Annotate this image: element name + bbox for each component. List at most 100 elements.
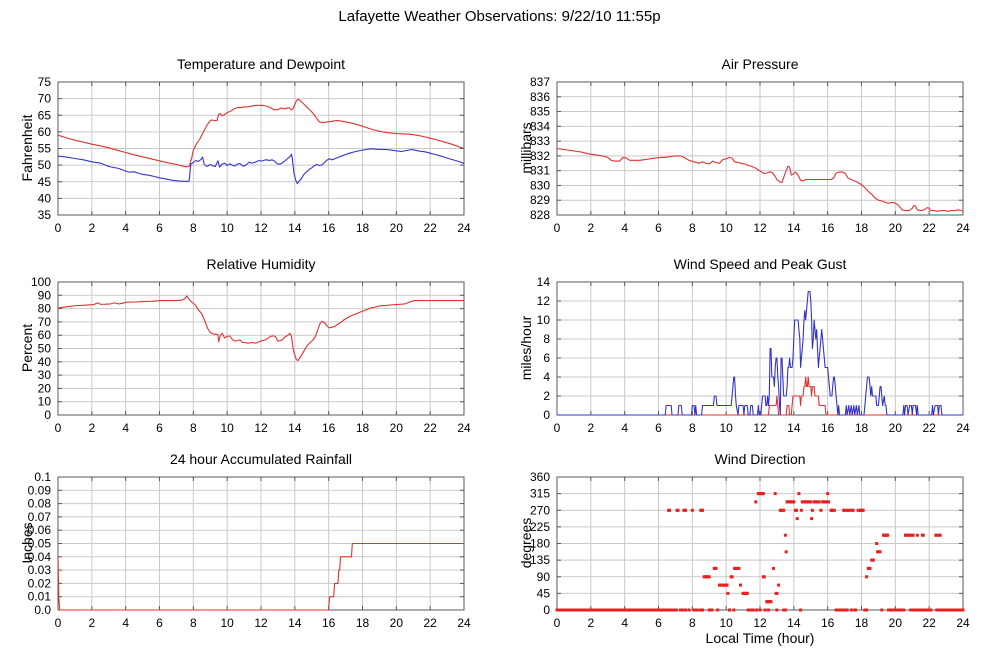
y-tick-label: 65 [38, 108, 52, 122]
direction-point [732, 608, 736, 612]
direction-point [692, 608, 696, 612]
x-tick-label: 4 [122, 221, 129, 235]
x-tick-label: 12 [753, 221, 767, 235]
direction-point [824, 500, 828, 504]
x-tick-label: 14 [288, 616, 302, 630]
direction-point [924, 608, 928, 612]
direction-point [854, 608, 858, 612]
y-tick-label: 831 [530, 164, 550, 178]
direction-point [586, 608, 589, 612]
direction-point [641, 608, 645, 612]
y-tick-label: 0 [543, 408, 550, 422]
direction-point [905, 533, 909, 537]
direction-point [651, 608, 655, 612]
direction-point [674, 608, 678, 612]
y-tick-label: 0.01 [28, 590, 52, 604]
chart-title-air-pressure: Air Pressure [721, 56, 799, 72]
y-tick-label: 14 [537, 275, 551, 289]
y-tick-label: 270 [530, 503, 550, 517]
x-tick-label: 10 [220, 421, 234, 435]
y-tick-label: 60 [38, 125, 52, 139]
dewpoint-line [57, 148, 465, 185]
y-tick-label: 10 [38, 395, 52, 409]
direction-point [831, 508, 835, 512]
direction-point [799, 508, 803, 512]
direction-point [772, 566, 775, 570]
direction-point [929, 608, 933, 612]
x-tick-label: 14 [787, 221, 801, 235]
direction-point [907, 533, 911, 537]
direction-point [876, 550, 880, 554]
direction-point [887, 608, 891, 612]
direction-point [611, 608, 615, 612]
direction-point [826, 492, 830, 496]
x-tick-label: 22 [922, 616, 936, 630]
direction-point [662, 608, 666, 612]
direction-point [739, 583, 742, 587]
direction-point [914, 608, 918, 612]
direction-point [728, 608, 731, 612]
y-tick-label: 836 [530, 90, 550, 104]
direction-point [782, 608, 786, 612]
x-tick-label: 14 [787, 616, 801, 630]
direction-point [575, 608, 579, 612]
direction-point [926, 608, 930, 612]
y-tick-label: 833 [530, 134, 550, 148]
direction-point [745, 591, 749, 595]
x-tick-label: 22 [423, 421, 437, 435]
x-tick-label: 24 [956, 421, 970, 435]
y-tick-label: 180 [530, 537, 550, 551]
x-tick-label: 12 [254, 221, 268, 235]
direction-point [606, 608, 610, 612]
direction-point [940, 608, 944, 612]
direction-point [777, 583, 781, 587]
y-tick-label: 0.08 [28, 497, 52, 511]
x-tick-label: 20 [390, 616, 404, 630]
direction-point [626, 608, 630, 612]
x-tick-label: 16 [322, 421, 336, 435]
direction-point [631, 608, 635, 612]
rainfall-line [57, 542, 464, 611]
y-tick-label: 35 [38, 208, 52, 222]
direction-point [945, 608, 949, 612]
x-tick-label: 22 [423, 221, 437, 235]
x-tick-label: 6 [156, 616, 163, 630]
direction-point [749, 608, 753, 612]
direction-point [716, 608, 720, 612]
x-tick-label: 18 [356, 616, 370, 630]
x-tick-label: 24 [457, 616, 471, 630]
direction-point [598, 608, 602, 612]
direction-point [886, 533, 890, 537]
direction-point [880, 608, 884, 612]
x-tick-label: 4 [122, 421, 129, 435]
direction-point [832, 508, 836, 512]
direction-point [783, 608, 787, 612]
direction-point [780, 508, 784, 512]
y-tick-label: 0.02 [28, 576, 52, 590]
direction-point [773, 492, 777, 496]
y-tick-label: 0 [543, 603, 550, 617]
chart-title-rainfall: 24 hour Accumulated Rainfall [169, 451, 353, 467]
chart-title-wind-speed-gust: Wind Speed and Peak Gust [673, 256, 847, 272]
x-tick-label: 12 [254, 421, 268, 435]
direction-point [863, 608, 867, 612]
direction-point [935, 533, 939, 537]
x-tick-label: 24 [457, 421, 471, 435]
y-tick-label: 30 [38, 368, 52, 382]
x-tick-label: 0 [554, 616, 561, 630]
x-tick-label: 18 [356, 221, 370, 235]
y-tick-label: 90 [38, 288, 52, 302]
direction-point [613, 608, 617, 612]
direction-point [583, 608, 587, 612]
y-tick-label: 60 [38, 328, 52, 342]
peak-gust-line [557, 290, 963, 416]
direction-point [809, 500, 813, 504]
direction-point [596, 608, 600, 612]
direction-point [935, 608, 939, 612]
x-tick-label: 2 [587, 421, 594, 435]
direction-point [684, 508, 688, 512]
direction-point [672, 608, 676, 612]
chart-title-temperature-dewpoint: Temperature and Dewpoint [176, 56, 346, 72]
y-tick-label: 70 [38, 92, 52, 106]
y-tick-label: 0.0 [34, 603, 51, 617]
